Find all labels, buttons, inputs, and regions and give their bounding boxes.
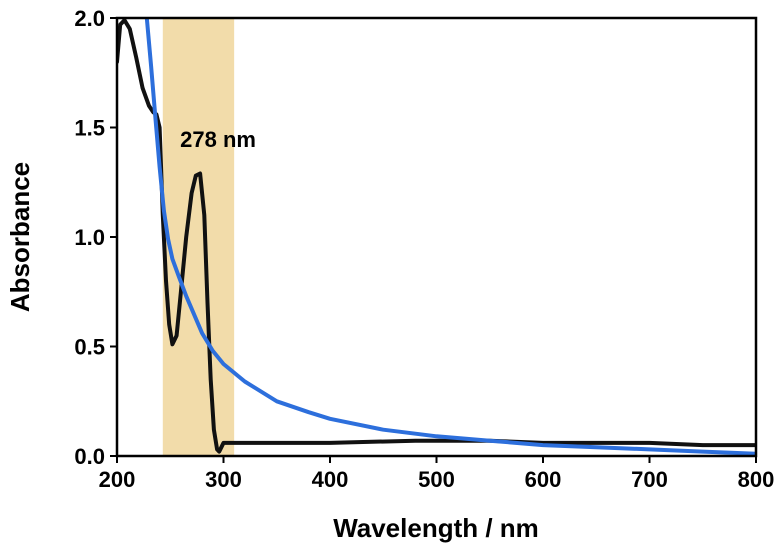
x-tick-label: 500 bbox=[418, 467, 455, 492]
x-tick-label: 800 bbox=[738, 467, 775, 492]
series-line-2 bbox=[144, 18, 756, 456]
y-tick-label: 0.5 bbox=[74, 335, 105, 360]
x-tick-label: 200 bbox=[99, 467, 136, 492]
y-axis-title: Absorbance bbox=[5, 162, 35, 312]
x-tick-label: 600 bbox=[525, 467, 562, 492]
x-tick-label: 300 bbox=[205, 467, 242, 492]
x-axis-title: Wavelength / nm bbox=[333, 513, 539, 543]
peak-annotation: 278 nm bbox=[180, 127, 256, 152]
y-tick-label: 1.5 bbox=[74, 116, 105, 141]
series-layer bbox=[117, 18, 756, 456]
series-line-1 bbox=[117, 18, 756, 454]
y-tick-label: 2.0 bbox=[74, 6, 105, 31]
y-tick-label: 1.0 bbox=[74, 225, 105, 250]
x-tick-label: 700 bbox=[631, 467, 668, 492]
highlight-band bbox=[162, 18, 235, 456]
ticks-layer: 200 300 400 500 600 700 800 0.0 0.5 1.0 1.5 2.0 bbox=[74, 6, 774, 492]
x-tick-label: 400 bbox=[312, 467, 349, 492]
y-tick-label: 0.0 bbox=[74, 444, 105, 469]
